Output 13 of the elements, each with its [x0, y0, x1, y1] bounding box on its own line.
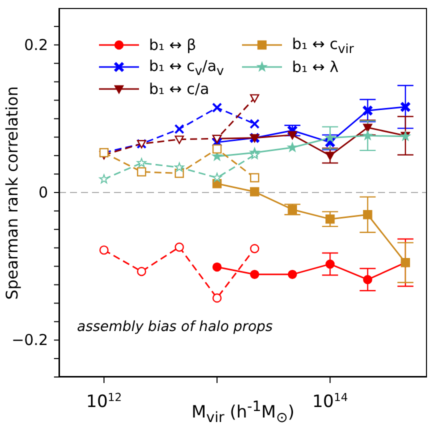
y-tick-label: 0 — [38, 184, 48, 202]
legend-label: b₁ ↔ c$_{v}$/a$_{v}$ — [149, 56, 224, 78]
annotation: assembly bias of halo props — [77, 319, 273, 335]
y-tick-label: 0.2 — [24, 36, 48, 54]
y-tick-label: −0.2 — [12, 331, 48, 350]
y-axis-title: Spearman rank correlation — [2, 86, 22, 300]
x-tick-label: 10$^{12}$ — [86, 390, 122, 412]
x-axis-title: M$_{vir}$ (h$^{-1}$M$_{⊙}$) — [192, 399, 294, 425]
legend-label: b₁ ↔ λ — [292, 58, 338, 76]
legend-label: b₁ ↔ c/a — [149, 80, 210, 98]
x-tick-label: 10$^{14}$ — [312, 390, 348, 412]
legend-label: b₁ ↔ c$_{vir}$ — [292, 34, 354, 56]
legend-label: b₁ ↔ β — [149, 36, 196, 54]
